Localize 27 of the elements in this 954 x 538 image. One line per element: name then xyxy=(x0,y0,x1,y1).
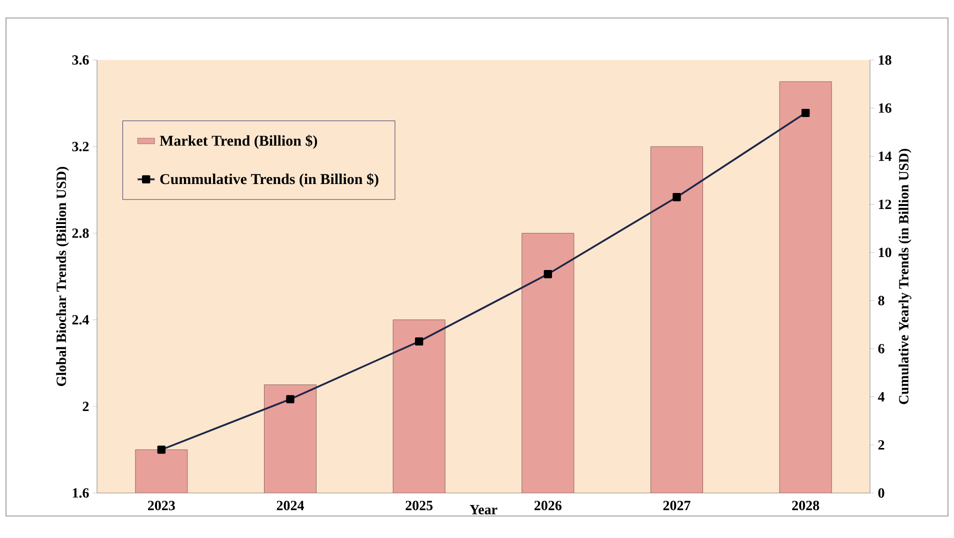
y2-tick-label: 0 xyxy=(878,488,884,498)
y-tick-label: 2 xyxy=(82,402,89,412)
y2-tick-label: 12 xyxy=(878,200,892,209)
x-tick-label: 2026 xyxy=(534,500,562,510)
y-tick-label: 3.6 xyxy=(72,55,89,65)
y-tick-label: 2.4 xyxy=(72,315,89,325)
y-tick-label: 3.2 xyxy=(72,142,89,152)
x-axis-title: Year xyxy=(470,505,498,514)
y2-tick-label: 10 xyxy=(878,248,892,258)
x-tick-label: 2024 xyxy=(276,500,304,510)
y2-tick-label: 2 xyxy=(878,440,884,450)
legend-label: Cummulative Trends (in Billion $) xyxy=(160,173,378,188)
x-tick-label: 2023 xyxy=(148,500,175,510)
y-tick-label: 2.8 xyxy=(72,228,89,238)
y2-tick-label: 16 xyxy=(878,103,892,113)
x-tick-label: 2028 xyxy=(792,500,820,510)
y-tick-label: 1.6 xyxy=(72,488,89,498)
y2-tick-label: 18 xyxy=(878,55,892,65)
y2-tick-label: 6 xyxy=(878,344,884,354)
y2-tick-label: 4 xyxy=(878,392,885,402)
legend-label: Market Trend (Billion $) xyxy=(160,134,318,149)
y2-tick-label: 8 xyxy=(878,296,884,306)
y-axis-title: Global Biochar Trends (Billion USD) xyxy=(56,166,69,386)
y2-axis-title: Cumulative Yearly Trends (in Billion USD) xyxy=(898,148,912,404)
x-tick-label: 2027 xyxy=(663,500,690,510)
y2-tick-label: 14 xyxy=(878,152,892,161)
x-tick-label: 2025 xyxy=(406,500,433,510)
